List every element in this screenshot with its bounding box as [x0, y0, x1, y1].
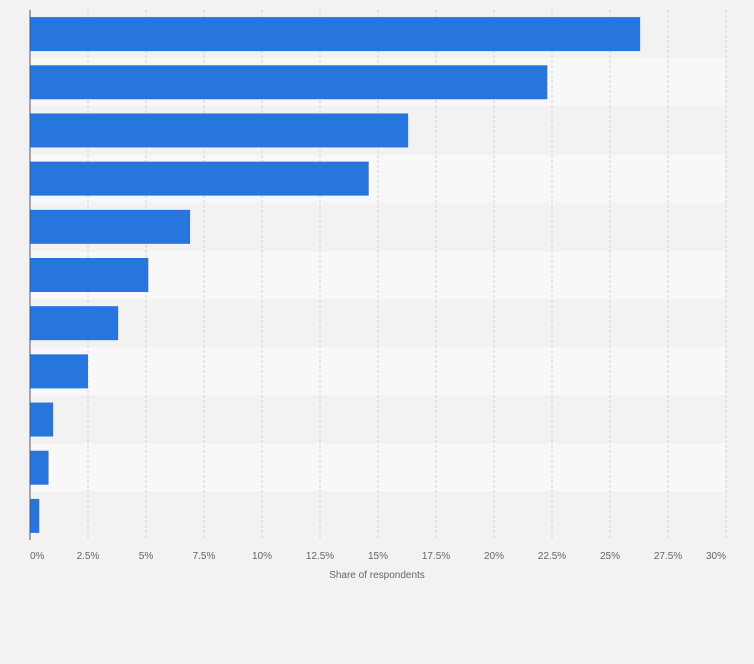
x-tick-label: 0%: [30, 551, 45, 562]
x-tick-labels: 0% 2.5% 5% 7.5% 10% 12.5% 15% 17.5% 20% 22.5% 25% 2…: [30, 551, 726, 562]
x-tick-label: 7.5%: [193, 551, 216, 562]
bar[interactable]: [30, 17, 641, 52]
bar[interactable]: [30, 113, 409, 148]
bar[interactable]: [30, 65, 548, 100]
x-tick-label: 20%: [484, 551, 504, 562]
bars: [30, 17, 641, 533]
x-tick-label: 15%: [368, 551, 388, 562]
gridlines: [87, 10, 727, 540]
x-tick-label: 25%: [600, 551, 620, 562]
bar[interactable]: [30, 402, 54, 437]
bar[interactable]: [30, 354, 88, 389]
x-tick-label: 17.5%: [422, 551, 450, 562]
bar[interactable]: [30, 161, 369, 196]
x-tick-label: 5%: [139, 551, 154, 562]
bar[interactable]: [30, 450, 49, 485]
bar[interactable]: [30, 258, 149, 292]
bar[interactable]: [30, 498, 40, 533]
x-tick-label: 22.5%: [538, 551, 566, 562]
x-tick-label: 27.5%: [654, 551, 682, 562]
x-tick-label: 2.5%: [77, 551, 100, 562]
x-tick-label: 10%: [252, 551, 272, 562]
bar[interactable]: [30, 306, 119, 341]
x-tick-label: 30%: [706, 551, 726, 562]
x-axis-label: Share of respondents: [329, 570, 425, 581]
bar[interactable]: [30, 209, 191, 244]
x-tick-label: 12.5%: [306, 551, 334, 562]
